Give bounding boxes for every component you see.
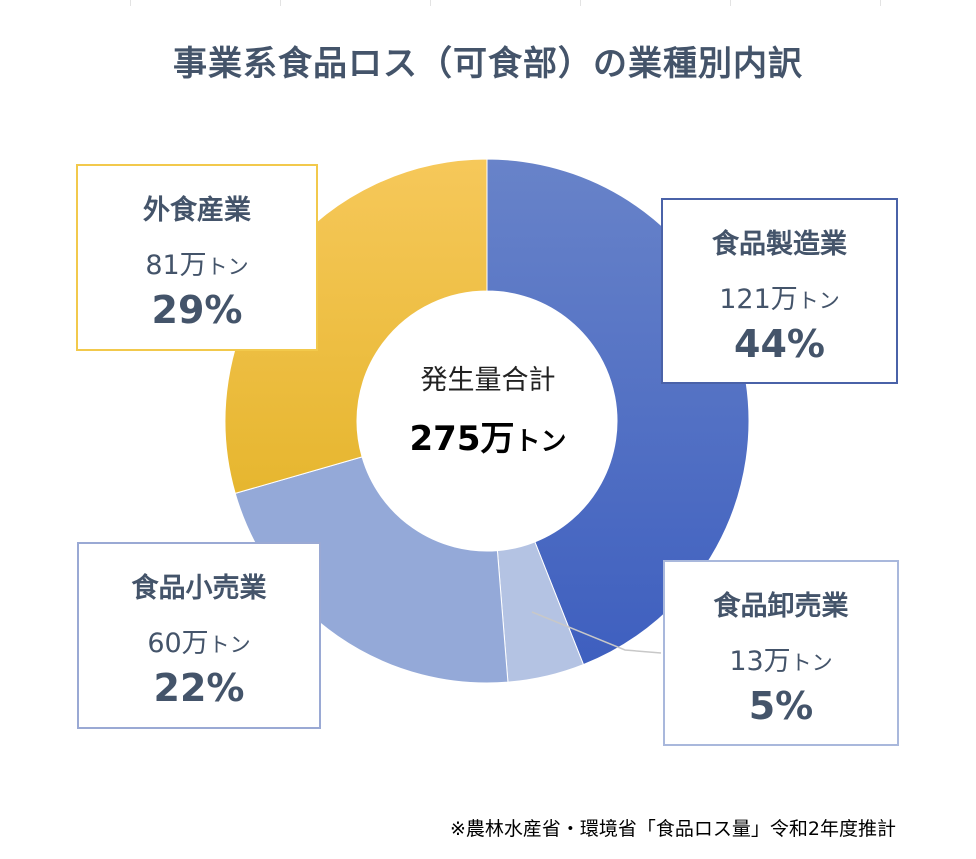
category-name: 外食産業 [143, 195, 251, 226]
label-box-food-manufacturing: 食品製造業 121万トン 44% [661, 198, 898, 384]
amount-value: 81万 [145, 250, 207, 281]
center-total-value: 275万 [409, 419, 515, 459]
label-box-food-retail: 食品小売業 60万トン 22% [77, 542, 321, 729]
amount-unit: トン [206, 255, 249, 279]
category-amount: 60万トン [79, 621, 319, 660]
category-amount: 13万トン [665, 639, 897, 678]
amount-unit: トン [797, 289, 840, 313]
label-box-food-wholesale: 食品卸売業 13万トン 5% [663, 560, 899, 746]
label-box-food-service: 外食産業 81万トン 29% [76, 164, 318, 351]
center-total: 275万トン [378, 411, 598, 460]
center-summary: 発生量合計 275万トン [378, 358, 598, 460]
category-percent: 44% [734, 322, 825, 366]
source-note: ※農林水産省・環境省「食品ロス量」令和2年度推計 [449, 818, 896, 840]
category-name: 食品製造業 [712, 229, 847, 260]
category-percent: 29% [151, 288, 243, 332]
category-amount: 121万トン [663, 277, 896, 316]
slice-food-service [224, 158, 488, 494]
leader-line-food-wholesale [531, 611, 662, 654]
amount-value: 121万 [719, 284, 798, 315]
slice-food-retail [234, 456, 509, 684]
category-name: 食品卸売業 [713, 591, 849, 622]
center-total-unit: トン [514, 427, 567, 457]
amount-unit: トン [790, 651, 833, 675]
amount-unit: トン [208, 633, 251, 657]
category-amount: 81万トン [78, 243, 316, 282]
category-name: 食品小売業 [131, 573, 267, 604]
amount-value: 13万 [729, 646, 791, 677]
category-percent: 22% [153, 666, 245, 710]
center-label: 発生量合計 [420, 365, 556, 396]
amount-value: 60万 [147, 628, 209, 659]
category-percent: 5% [748, 684, 814, 728]
chart-title: 事業系食品ロス（可食部）の業種別内訳 [173, 44, 803, 84]
